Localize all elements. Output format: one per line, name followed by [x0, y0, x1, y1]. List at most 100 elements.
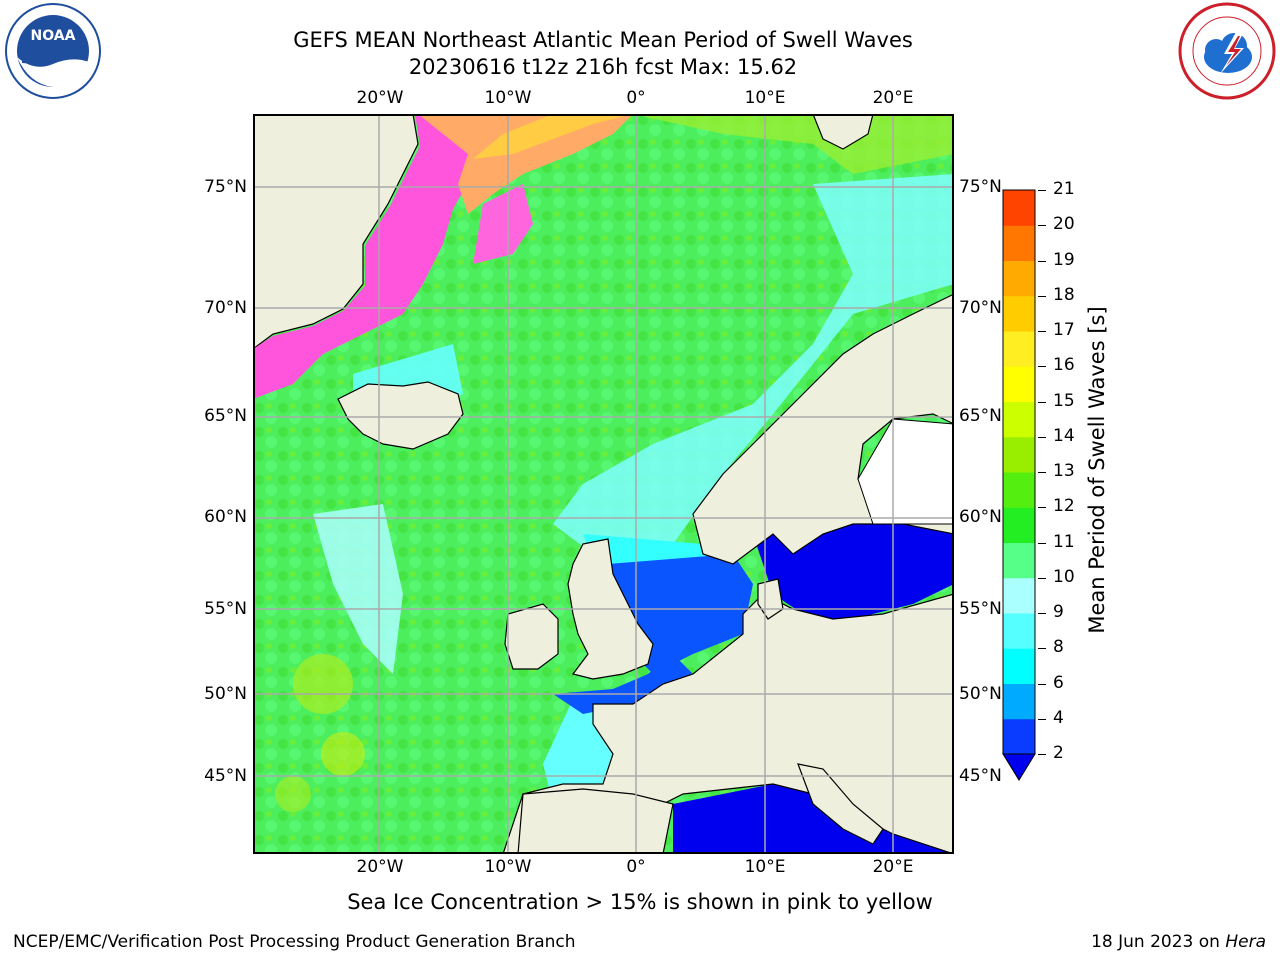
colorbar-bin	[1003, 542, 1035, 579]
sea-ice-yellow	[473, 114, 633, 159]
colorbar-tick-label: 15	[1053, 390, 1075, 411]
lon-label-top: 10°E	[744, 88, 786, 108]
colorbar-tick	[1038, 366, 1046, 368]
colorbar-bin	[1003, 331, 1035, 367]
colorbar-bin	[1003, 683, 1035, 720]
sea-ice-orange	[418, 114, 633, 214]
colorbar-tick	[1038, 401, 1046, 403]
land-ireland	[504, 603, 559, 670]
colorbar-tick	[1038, 754, 1046, 755]
colorbar-bin	[1003, 366, 1035, 402]
sea-ice-pink-north	[473, 184, 533, 264]
colorbar-bin	[1003, 507, 1035, 543]
lat-label-right: 60°N	[959, 507, 1002, 527]
lat-label-left: 45°N	[204, 766, 247, 786]
swell-patch	[293, 654, 353, 714]
ice-free-land-finland	[857, 418, 954, 525]
colorbar-bin	[1003, 190, 1035, 226]
lon-label-top: 10°W	[484, 88, 532, 108]
colorbar-bin	[1003, 613, 1035, 649]
colorbar-bin	[1003, 295, 1035, 332]
swell-region-baltic	[753, 524, 954, 624]
land-svalbard	[812, 114, 874, 150]
lat-label-right: 70°N	[959, 298, 1002, 318]
colorbar-tick	[1038, 648, 1046, 650]
lon-label-top: 20°W	[356, 88, 404, 108]
colorbar-tick	[1038, 613, 1046, 614]
swell-region-norwegian-sea	[553, 174, 954, 554]
colorbar-tick	[1038, 295, 1046, 297]
footer-date: 18 Jun 2023 on Hera	[1091, 932, 1266, 952]
noaa-logo-text: NOAA	[31, 28, 76, 44]
colorbar-bin	[1003, 225, 1035, 261]
colorbar-tick-label: 17	[1053, 320, 1075, 340]
swell-patch	[321, 732, 365, 776]
swell-region-mediterranean	[673, 784, 954, 854]
lat-label-right: 45°N	[959, 766, 1002, 786]
colorbar-tick	[1038, 225, 1046, 227]
colorbar-bin	[1003, 577, 1035, 614]
colorbar-tick	[1038, 683, 1046, 685]
footer-system: Hera	[1225, 932, 1266, 952]
lat-label-left: 55°N	[204, 599, 247, 619]
lon-label-bottom: 10°E	[744, 857, 786, 877]
land-iceland	[337, 381, 464, 450]
colorbar-tick-label: 4	[1053, 707, 1064, 728]
sea-ice-note: Sea Ice Concentration > 15% is shown in …	[347, 890, 933, 914]
land-greenland	[253, 114, 419, 350]
swell-patch	[275, 776, 311, 812]
footer-credit: NCEP/EMC/Verification Post Processing Pr…	[13, 932, 576, 952]
colorbar-outline	[1002, 189, 1036, 755]
lon-label-bottom: 10°W	[484, 857, 532, 877]
colorbar-tick-label: 6	[1053, 672, 1064, 693]
nws-logo-icon	[1178, 2, 1276, 104]
map-subtitle: 20230616 t12z 216h fcst Max: 15.62	[408, 55, 798, 79]
colorbar-tick	[1038, 542, 1046, 544]
colorbar	[1002, 189, 1036, 781]
swell-region-north	[633, 114, 954, 174]
sea-ice-band	[253, 114, 478, 399]
land-iberia	[517, 788, 674, 854]
lat-label-left: 75°N	[204, 177, 247, 197]
noaa-logo-icon: NOAA	[4, 2, 102, 104]
lon-label-bottom: 20°W	[356, 857, 404, 877]
land-italy	[797, 763, 884, 845]
colorbar-tick	[1038, 436, 1046, 438]
colorbar-bin	[1003, 718, 1035, 755]
map-title: GEFS MEAN Northeast Atlantic Mean Period…	[293, 28, 913, 52]
graticule	[253, 114, 954, 854]
lon-label-top: 0°	[626, 88, 646, 108]
lon-label-top: 20°E	[872, 88, 914, 108]
lat-label-left: 60°N	[204, 507, 247, 527]
lat-label-right: 55°N	[959, 599, 1002, 619]
colorbar-bin	[1003, 436, 1035, 473]
colorbar-bin	[1003, 648, 1035, 684]
colorbar-tick-label: 8	[1053, 637, 1064, 658]
colorbar-under-arrow	[1002, 753, 1036, 781]
lat-label-right: 65°N	[959, 406, 1002, 426]
colorbar-bin	[1003, 472, 1035, 508]
colorbar-tick-label: 2	[1053, 743, 1064, 763]
map-border	[253, 114, 954, 854]
colorbar-tick	[1038, 472, 1046, 473]
colorbar-tick	[1038, 331, 1046, 332]
colorbar-tick-label: 16	[1053, 355, 1075, 376]
colorbar-tick-label: 14	[1053, 425, 1075, 446]
colorbar-tick-label: 9	[1053, 602, 1064, 622]
colorbar-bin	[1003, 260, 1035, 297]
colorbar-tick-label: 21	[1053, 179, 1075, 199]
colorbar-title: Mean Period of Swell Waves [s]	[1085, 306, 1109, 634]
colorbar-tick-label: 10	[1053, 566, 1075, 587]
swell-region-west-ireland	[313, 504, 403, 674]
colorbar-tick	[1038, 260, 1046, 262]
colorbar-tick-label: 18	[1053, 284, 1075, 305]
lon-label-bottom: 20°E	[872, 857, 914, 877]
colorbar-tick-label: 19	[1053, 249, 1075, 270]
lon-label-bottom: 0°	[626, 857, 646, 877]
colorbar-tick	[1038, 577, 1046, 579]
lat-label-left: 65°N	[204, 406, 247, 426]
colorbar-tick-label: 13	[1053, 461, 1075, 481]
colorbar-tick	[1038, 190, 1046, 191]
colorbar-tick-label: 12	[1053, 496, 1075, 517]
colorbar-tick	[1038, 718, 1046, 720]
